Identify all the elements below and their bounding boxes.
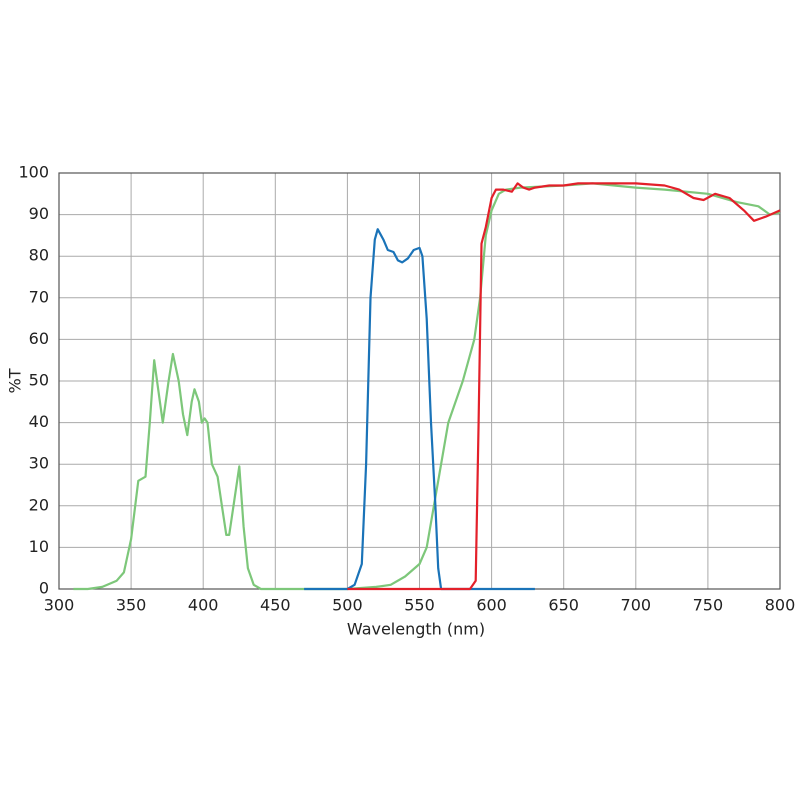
y-tick-label: 30	[29, 454, 49, 473]
y-tick-label: 100	[18, 163, 49, 182]
y-tick-label: 60	[29, 329, 49, 348]
y-axis-label: %T	[6, 368, 25, 393]
x-axis-label: Wavelength (nm)	[347, 620, 485, 639]
x-tick-label: 750	[693, 596, 724, 615]
x-tick-label: 300	[44, 596, 75, 615]
x-tick-label: 600	[476, 596, 507, 615]
y-tick-label: 0	[39, 579, 49, 598]
x-tick-label: 550	[404, 596, 435, 615]
x-tick-label: 650	[548, 596, 579, 615]
x-tick-label: 800	[765, 596, 796, 615]
y-tick-label: 20	[29, 495, 49, 514]
series-line	[304, 228, 535, 591]
x-tick-label: 350	[116, 596, 147, 615]
y-tick-label: 70	[29, 287, 49, 306]
y-tick-label: 50	[29, 371, 49, 390]
x-tick-label: 500	[332, 596, 363, 615]
x-tick-label: 450	[260, 596, 291, 615]
y-tick-label: 90	[29, 204, 49, 223]
x-tick-label: 400	[188, 596, 219, 615]
x-tick-label: 700	[621, 596, 652, 615]
series-line	[347, 182, 781, 591]
y-tick-label: 40	[29, 412, 49, 431]
y-tick-label: 80	[29, 246, 49, 265]
y-tick-label: 10	[29, 537, 49, 556]
